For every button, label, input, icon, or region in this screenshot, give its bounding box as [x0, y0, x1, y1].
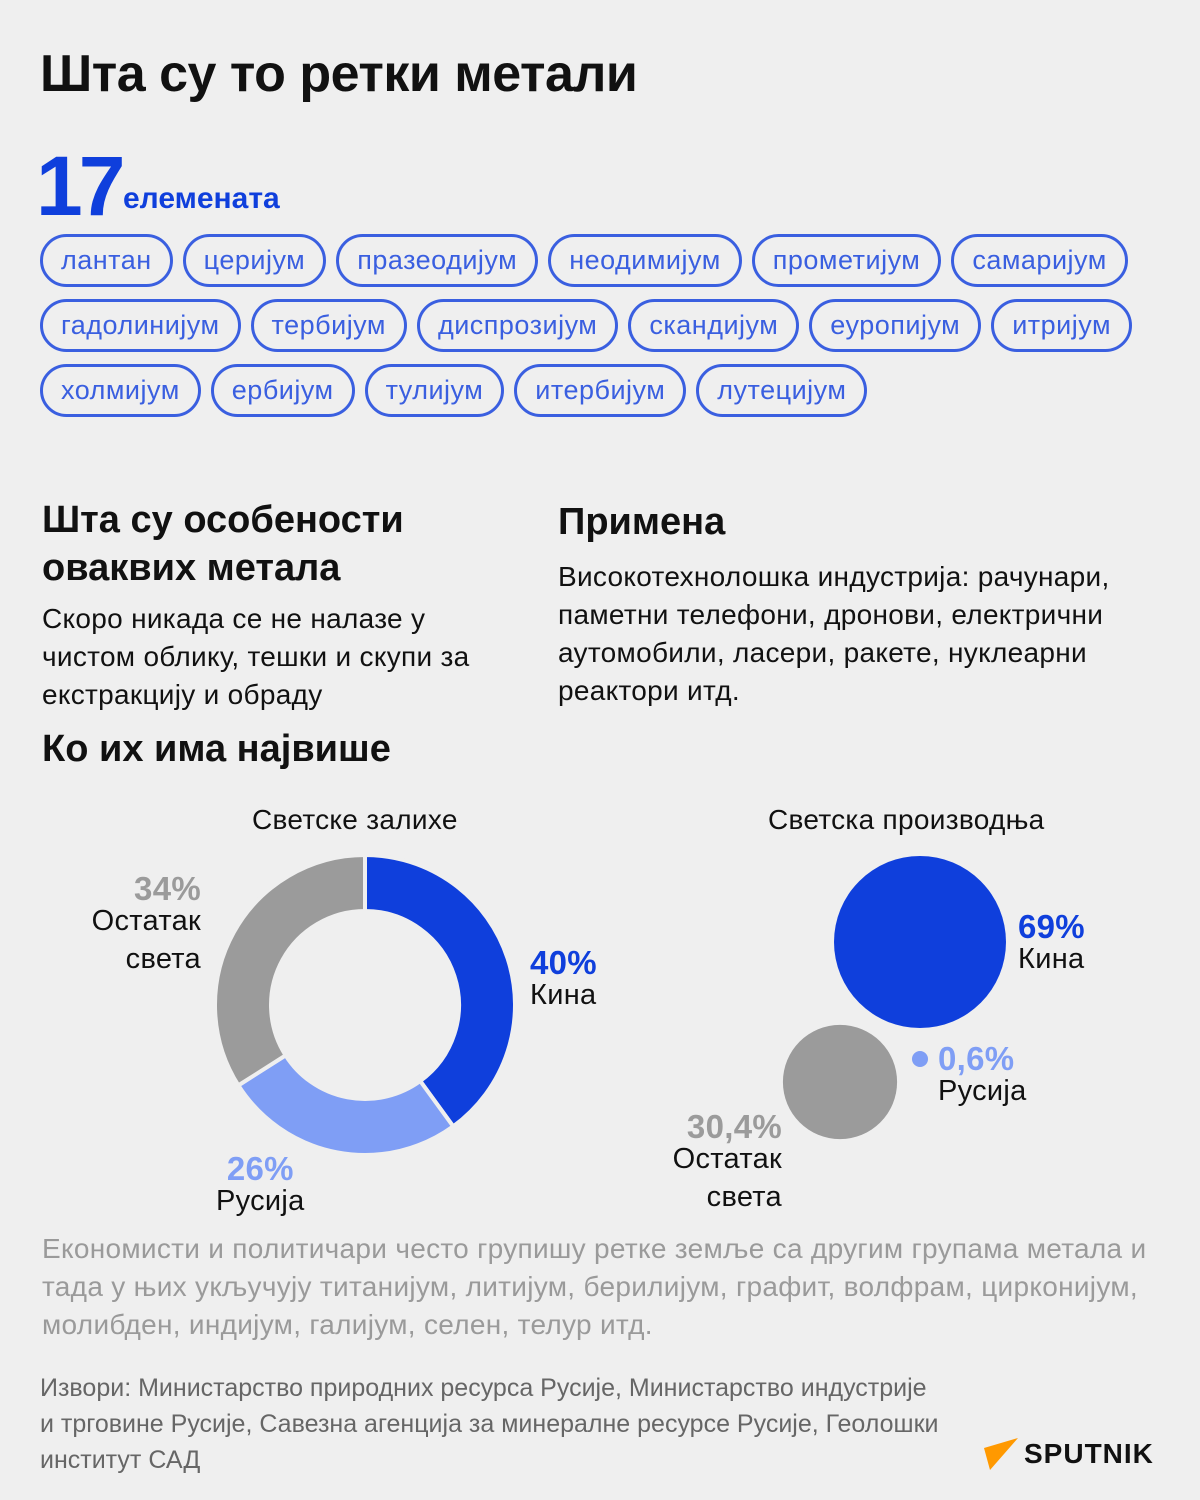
element-pill: диспрозијум	[416, 299, 619, 352]
production-chart-title: Светска производња	[768, 804, 1045, 835]
note-text: Економисти и политичари често групишу ре…	[42, 1233, 1147, 1340]
reserves-rest-name1: Остатак	[91, 905, 201, 937]
element-pill: итријум	[991, 299, 1133, 352]
element-pill: лантан	[40, 234, 173, 287]
production-russia-pct: 0,6%	[938, 1040, 1015, 1077]
reserves-china-pct: 40%	[530, 944, 597, 981]
element-pill: ербијум	[210, 364, 355, 417]
reserves-russia-pct: 26%	[226, 1150, 294, 1187]
element-count-label: елемената	[123, 182, 280, 215]
reserves-label-china: 40% Кина	[530, 946, 597, 1012]
element-pill: тербијум	[250, 299, 407, 352]
bubble-1	[911, 1050, 929, 1068]
application-heading: Примена	[558, 501, 726, 543]
bubble-2	[782, 1024, 898, 1140]
reserves-label-rest: 34% Остатак света	[92, 872, 201, 976]
who-heading: Ко их има највише	[42, 728, 391, 770]
reserves-rest-pct: 34%	[134, 870, 201, 907]
element-pill: церијум	[182, 234, 327, 287]
production-rest-pct: 30,4%	[686, 1108, 782, 1145]
sources-text: Извори: Министарство природних ресурса Р…	[40, 1374, 939, 1474]
element-pill: гадолинијум	[40, 299, 241, 352]
element-pill: скандијум	[628, 299, 800, 352]
sputnik-logo: SPUTNIK	[982, 1436, 1154, 1472]
production-rest-name2: света	[706, 1181, 782, 1213]
production-russia-name: Русија	[938, 1075, 1027, 1107]
element-pill: лутецијум	[696, 364, 868, 417]
element-pill: тулијум	[364, 364, 505, 417]
element-pill: празеодијум	[336, 234, 539, 287]
reserves-label-russia: 26% Русија	[216, 1152, 305, 1218]
element-pill: итербијум	[514, 364, 687, 417]
reserves-china-name: Кина	[530, 979, 597, 1011]
application-text: Високотехнолошка индустрија: рачунари, п…	[558, 561, 1110, 706]
bubble-0	[834, 856, 1006, 1028]
element-pill: еуропијум	[809, 299, 982, 352]
reserves-chart-title: Светске залихе	[252, 804, 458, 835]
logo-text: SPUTNIK	[1024, 1438, 1154, 1469]
donut-slice-0	[363, 852, 517, 1130]
element-pill: прометијум	[751, 234, 942, 287]
application-section: Примена Високотехнолошка индустрија: рач…	[558, 498, 1178, 710]
page-title: Шта су то ретки метали	[40, 45, 638, 103]
element-pill: самаријум	[951, 234, 1128, 287]
production-label-china: 69% Кина	[1018, 910, 1085, 976]
production-china-pct: 69%	[1018, 908, 1085, 945]
production-rest-name1: Остатак	[672, 1143, 782, 1175]
element-pill-list: лантан церијум празеодијум неодимијум промет…	[40, 234, 1160, 417]
donut-slice-2	[213, 852, 367, 1089]
features-heading: Шта су особености оваквих метала	[42, 499, 404, 589]
element-pill: неодимијум	[548, 234, 742, 287]
production-label-rest: 30,4% Остатак света	[673, 1110, 782, 1214]
sputnik-arrow-icon	[984, 1438, 1018, 1470]
element-pill: холмијум	[40, 364, 201, 417]
donut-slice-1	[235, 1052, 456, 1157]
element-count: 17	[36, 139, 125, 233]
reserves-russia-name: Русија	[216, 1185, 305, 1217]
production-label-russia: 0,6% Русија	[938, 1042, 1027, 1108]
features-text: Скоро никада се не налазе у чистом облик…	[42, 603, 470, 710]
production-china-name: Кина	[1018, 943, 1085, 975]
reserves-rest-name2: света	[125, 943, 201, 975]
features-section: Шта су особености оваквих метала Скоро н…	[42, 496, 522, 714]
